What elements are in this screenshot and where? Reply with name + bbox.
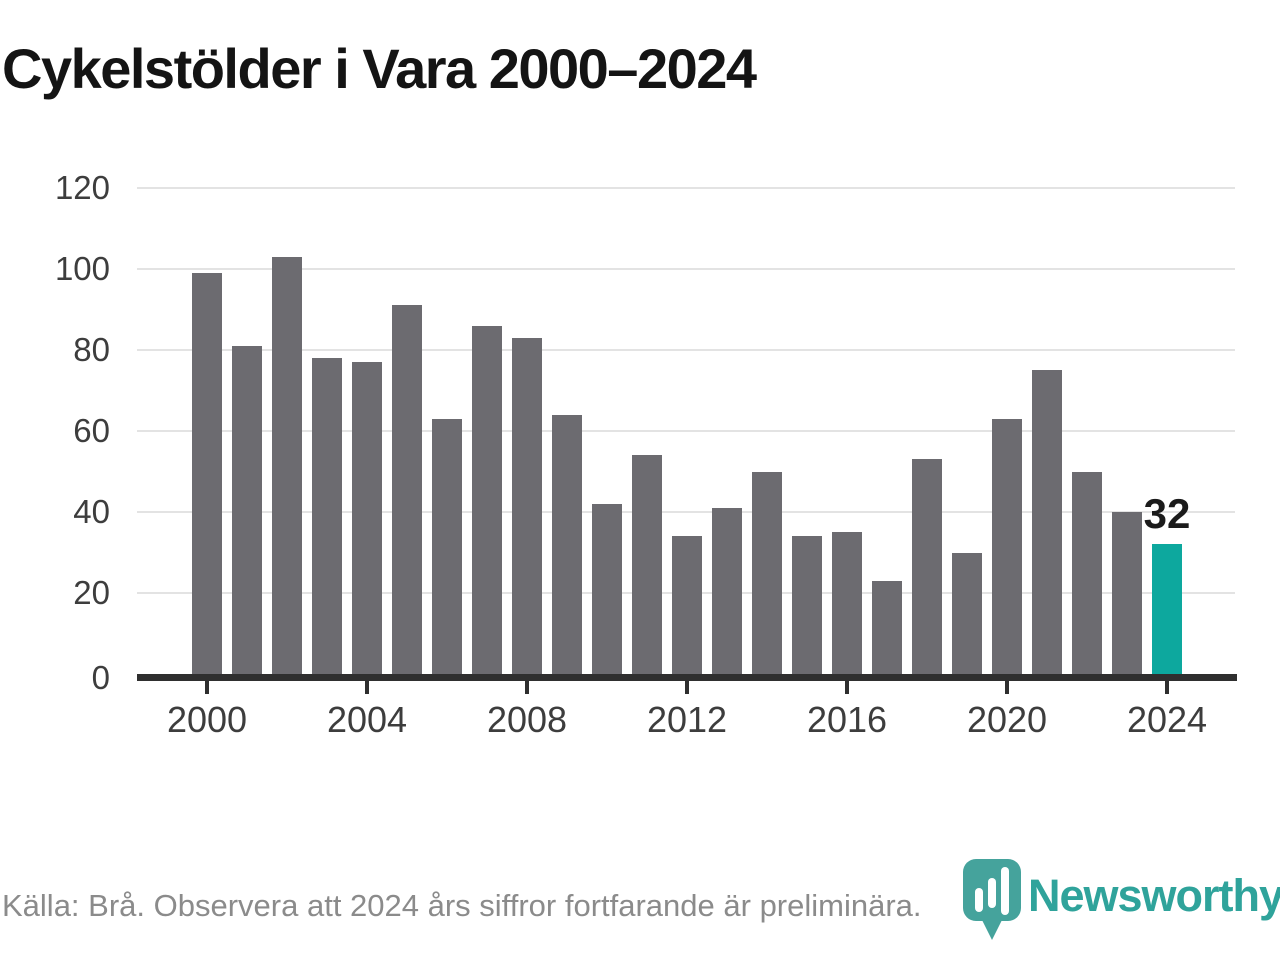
x-tick-2012 bbox=[685, 681, 689, 694]
y-axis-label-60: 60 bbox=[73, 412, 110, 449]
x-tick-2020 bbox=[1005, 681, 1009, 694]
newsworthy-wordmark: Newsworthy bbox=[1028, 870, 1280, 921]
bar-2012 bbox=[672, 536, 702, 680]
bar-2019 bbox=[952, 552, 982, 680]
bar-2007 bbox=[472, 325, 502, 680]
bar-2017 bbox=[872, 580, 902, 680]
gridline-60 bbox=[137, 430, 1235, 432]
value-label-2024: 32 bbox=[1143, 490, 1191, 538]
logo-bar-tall bbox=[1001, 867, 1009, 915]
x-tick-2008 bbox=[525, 681, 529, 694]
bar-2015 bbox=[792, 536, 822, 680]
y-axis-label-40: 40 bbox=[73, 493, 110, 530]
gridline-120 bbox=[137, 187, 1235, 189]
bar-2013 bbox=[712, 507, 742, 680]
logo-bar-small bbox=[975, 888, 983, 912]
x-axis-label-2008: 2008 bbox=[486, 699, 568, 740]
gridline-40 bbox=[137, 511, 1235, 513]
x-tick-2000 bbox=[205, 681, 209, 694]
bar-2014 bbox=[752, 471, 782, 680]
bar-2005 bbox=[392, 305, 422, 680]
bar-2016 bbox=[832, 532, 862, 680]
bar-2010 bbox=[592, 503, 622, 680]
bar-2001 bbox=[232, 345, 262, 680]
x-tick-2016 bbox=[845, 681, 849, 694]
source-note: Källa: Brå. Observera att 2024 års siffr… bbox=[2, 888, 922, 923]
y-axis-label-80: 80 bbox=[73, 331, 110, 368]
bar-2011 bbox=[632, 455, 662, 680]
x-axis-label-2000: 2000 bbox=[166, 699, 248, 740]
x-axis-label-2020: 2020 bbox=[966, 699, 1048, 740]
logo-tail bbox=[981, 918, 1003, 940]
bar-2009 bbox=[552, 414, 582, 680]
y-axis-label-100: 100 bbox=[54, 250, 110, 287]
y-axis-label-120: 120 bbox=[54, 169, 110, 206]
x-tick-2004 bbox=[365, 681, 369, 694]
bar-2006 bbox=[432, 418, 462, 680]
x-tick-2024 bbox=[1165, 681, 1169, 694]
gridline-80 bbox=[137, 349, 1235, 351]
x-axis-label-2004: 2004 bbox=[326, 699, 408, 740]
x-axis-line bbox=[137, 674, 1237, 681]
y-axis-label-0: 0 bbox=[91, 658, 110, 696]
x-axis-label-2016: 2016 bbox=[806, 699, 888, 740]
gridline-100 bbox=[137, 268, 1235, 270]
bar-chart: 0 20 40 60 80 100 120 32 2000 2004 2008 2012 2016 202… bbox=[54, 169, 1237, 740]
x-axis-label-2024: 2024 bbox=[1126, 699, 1208, 740]
y-axis-label-20: 20 bbox=[73, 574, 110, 611]
bar-2003 bbox=[312, 358, 342, 680]
bar-2004 bbox=[352, 362, 382, 680]
bar-2008 bbox=[512, 337, 542, 680]
newsworthy-logo-icon bbox=[962, 858, 1024, 951]
bar-2023 bbox=[1112, 512, 1142, 680]
bar-2022 bbox=[1072, 471, 1102, 680]
x-axis-label-2012: 2012 bbox=[646, 699, 728, 740]
bar-2021 bbox=[1032, 370, 1062, 680]
bar-2020 bbox=[992, 418, 1022, 680]
logo-bar-medium bbox=[988, 878, 996, 908]
bar-2018 bbox=[912, 459, 942, 680]
bar-2002 bbox=[272, 256, 302, 680]
bar-2000 bbox=[192, 273, 222, 680]
chart-title: Cykelstölder i Vara 2000–2024 bbox=[2, 37, 757, 100]
bar-2024 bbox=[1152, 544, 1182, 680]
